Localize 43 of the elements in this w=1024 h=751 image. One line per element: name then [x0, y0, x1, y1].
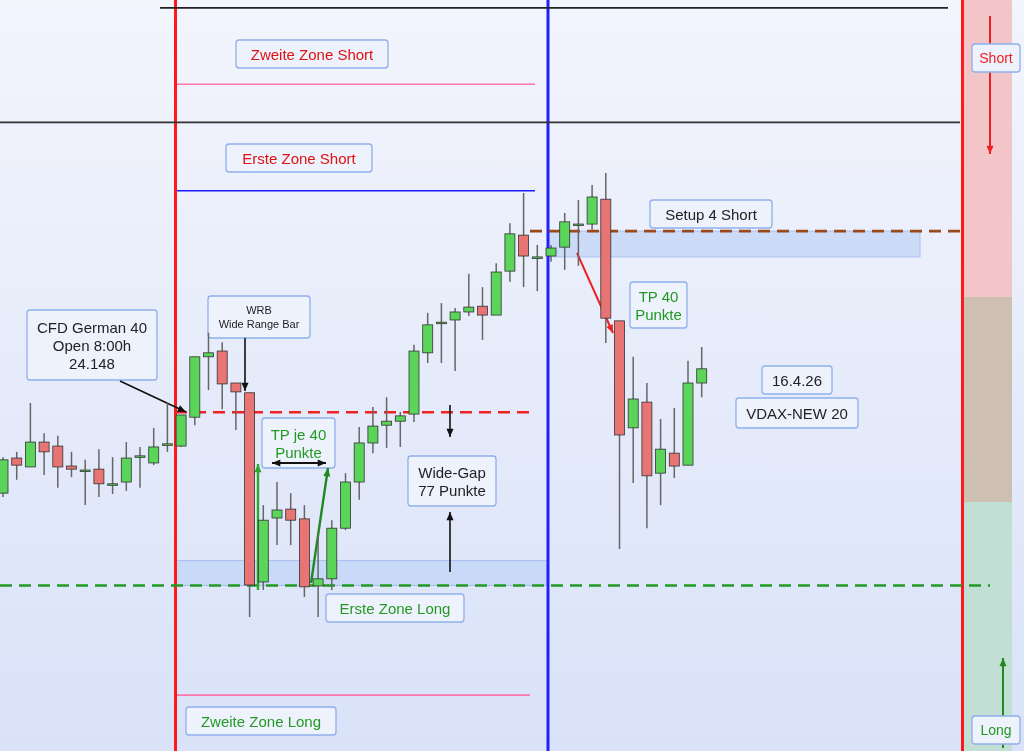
candlestick — [668, 407, 680, 479]
candlestick — [531, 244, 543, 292]
candlestick — [148, 427, 160, 466]
candlestick — [463, 273, 475, 317]
text: Short — [979, 50, 1013, 66]
annotation: TP 40 Punkte — [635, 287, 682, 323]
ref-line-label: Zweite Zone Short — [250, 45, 375, 63]
candlestick — [120, 441, 132, 492]
annotation: TP je 40 Punkte — [270, 425, 327, 461]
ref-line-label: Erste Zone Short — [242, 149, 357, 167]
candlestick — [107, 456, 118, 495]
candlestick — [134, 446, 146, 489]
candlestick — [449, 307, 461, 372]
candlestick — [271, 481, 283, 546]
candlestick — [11, 451, 23, 481]
annotation: CFD German 40 Open 8:00h 24.148 — [36, 318, 148, 372]
candlestick — [66, 451, 77, 478]
annotation: WRB Wide Range Bar — [218, 304, 300, 330]
candlestick — [367, 406, 379, 454]
text: VDAX-NEW 20 — [746, 404, 848, 422]
candlestick — [38, 432, 50, 476]
candlestick — [312, 534, 324, 618]
candlestick — [518, 192, 529, 288]
candlestick — [381, 396, 392, 449]
ref-line-label: Setup 4 Short — [665, 205, 758, 223]
candlestick — [52, 435, 64, 489]
candlestick — [696, 346, 708, 398]
candlestick — [285, 492, 297, 546]
candlestick — [203, 332, 214, 391]
candlestick — [162, 402, 173, 453]
candlestick — [79, 459, 91, 506]
ref-line-label: Zweite Zone Long — [200, 712, 322, 730]
candlestick — [573, 199, 584, 267]
candlestick — [230, 382, 242, 431]
candlestick — [436, 302, 447, 364]
candlestick — [394, 411, 406, 448]
candlestick — [93, 448, 105, 498]
candlestick — [655, 418, 666, 506]
annotation: Wide-Gap 77 Punkte — [418, 463, 486, 499]
ref-line-label: Erste Zone Long — [339, 599, 451, 617]
text: Long — [980, 722, 1012, 738]
text: 16.4.26 — [771, 371, 823, 389]
candlestick — [477, 286, 488, 341]
